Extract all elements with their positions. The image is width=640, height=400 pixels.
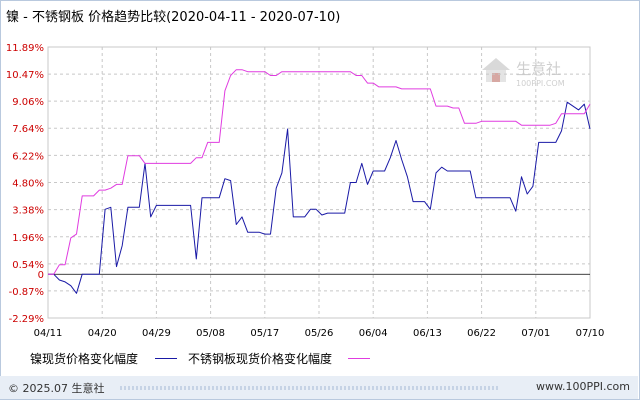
- x-tick-label: 06/13: [413, 328, 442, 339]
- watermark-text: 生意社: [516, 60, 561, 78]
- series-line-nickel: [48, 101, 591, 294]
- x-tick-label: 06/22: [467, 328, 496, 339]
- footer-copyright: © 2025.07 生意社: [8, 382, 105, 395]
- y-tick-label: 0.54%: [12, 260, 44, 271]
- x-tick-label: 04/11: [34, 328, 63, 339]
- grid: [47, 46, 591, 319]
- y-tick-label: 6.22%: [12, 151, 44, 162]
- watermark-house-icon: 生意社 100PPI.COM: [482, 58, 565, 88]
- legend-stainless-label: 不锈钢板现货价格变化幅度: [188, 352, 333, 366]
- y-tick-label: -2.29%: [9, 314, 44, 325]
- y-tick-label: 0: [38, 270, 44, 281]
- series-layer: [48, 69, 591, 294]
- legend-nickel-swatch: [155, 358, 177, 359]
- x-tick-label: 04/20: [88, 328, 117, 339]
- y-tick-label: 11.89%: [6, 43, 44, 54]
- x-tick-label: 07/01: [521, 328, 550, 339]
- y-tick-label: 9.06%: [12, 97, 44, 108]
- y-tick-label: 4.80%: [12, 179, 44, 190]
- chart-title: 镍 - 不锈钢板 价格趋势比较(2020-04-11 - 2020-07-10): [6, 10, 341, 25]
- watermark-url: 100PPI.COM: [516, 79, 565, 88]
- x-tick-label: 05/08: [196, 328, 225, 339]
- y-tick-label: 1.96%: [12, 233, 44, 244]
- x-tick-label: 04/29: [142, 328, 171, 339]
- footer-link[interactable]: www.100PPI.com: [536, 380, 630, 393]
- series-line-stainless: [48, 69, 591, 275]
- x-tick-label: 07/10: [576, 328, 605, 339]
- watermark-logo: 生意社 100PPI.COM: [478, 54, 588, 94]
- y-tick-label: -0.87%: [9, 287, 44, 298]
- y-tick-label: 3.38%: [12, 206, 44, 217]
- legend-nickel-label: 镍现货价格变化幅度: [30, 352, 139, 366]
- x-tick-label: 06/04: [359, 328, 388, 339]
- x-tick-label: 05/17: [250, 328, 279, 339]
- legend-stainless-swatch: [348, 358, 370, 359]
- y-tick-label: 7.64%: [12, 124, 44, 135]
- axes: 11.89% 10.47% 9.06% 7.64% 6.22% 4.80% 3.38% 1.9…: [6, 43, 605, 339]
- footer-decoration: [120, 386, 500, 390]
- x-tick-label: 05/26: [305, 328, 334, 339]
- y-tick-label: 10.47%: [6, 70, 44, 81]
